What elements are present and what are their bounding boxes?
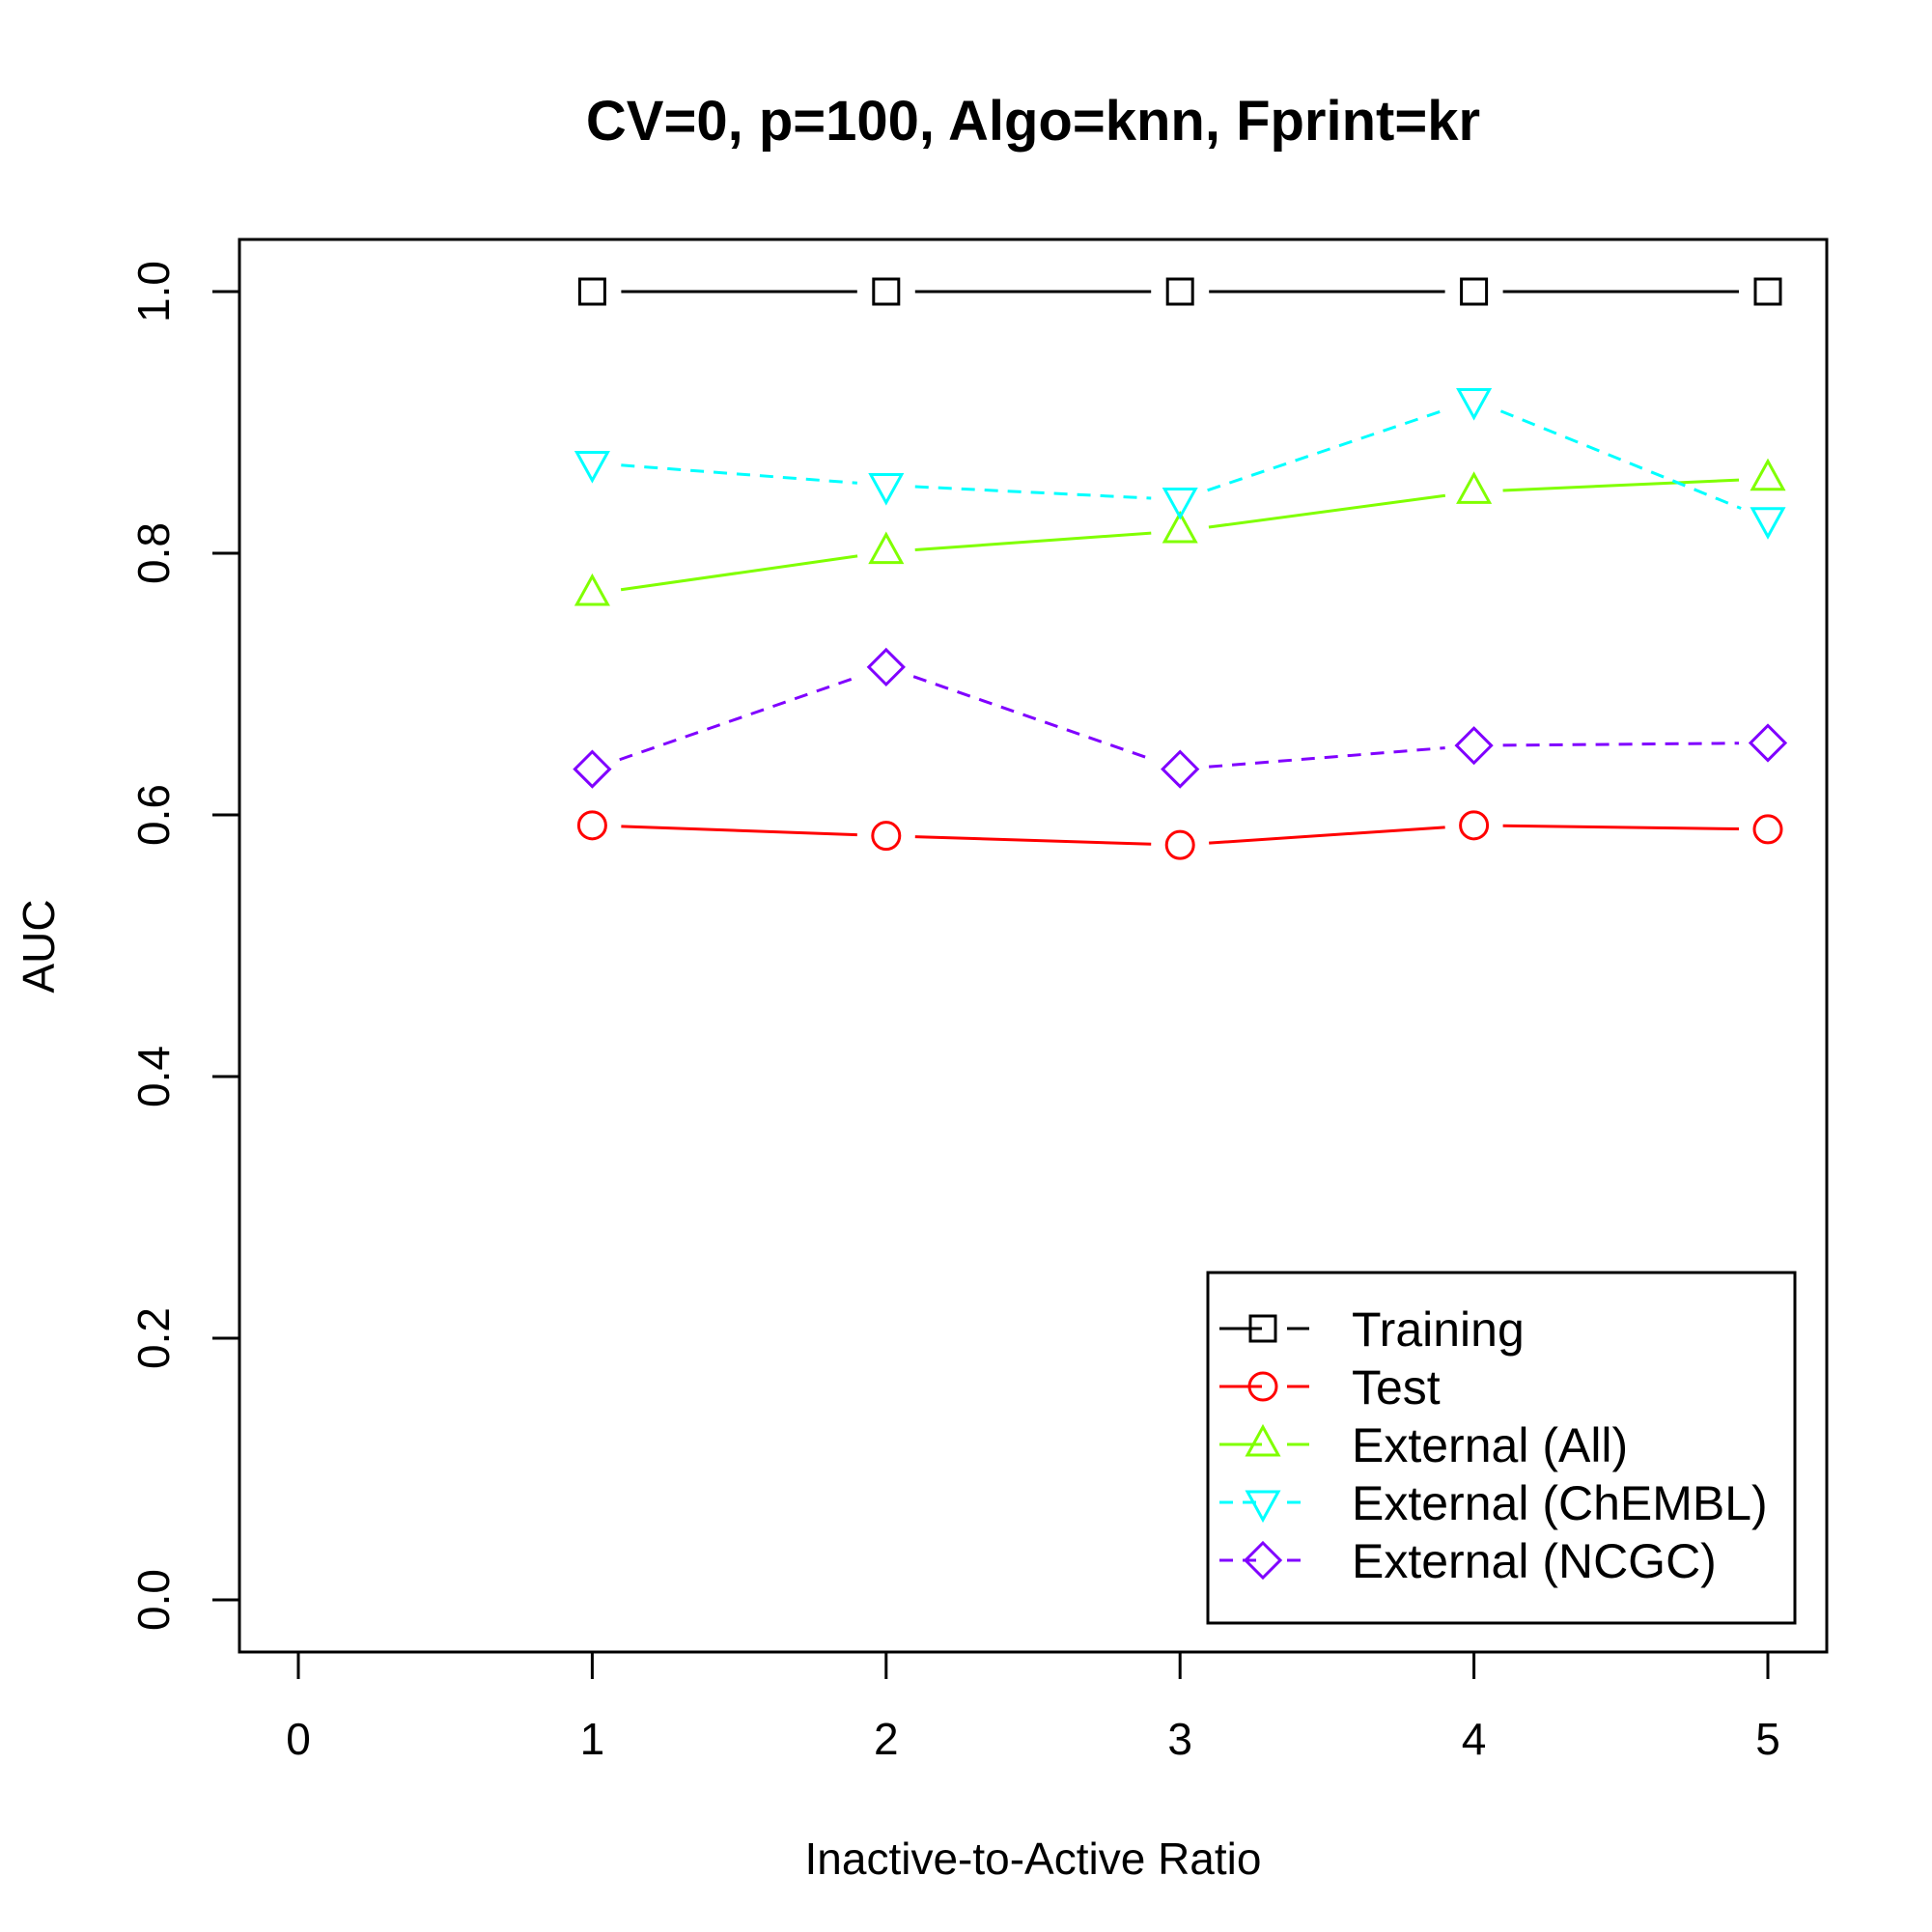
data-point: [1753, 277, 1782, 306]
series-test: [576, 810, 1783, 860]
data-point: [1162, 510, 1198, 544]
legend-label: Test: [1352, 1360, 1441, 1414]
y-tick-label: 1.0: [128, 261, 179, 322]
data-point: [1750, 458, 1786, 491]
data-point: [1748, 723, 1788, 763]
series-segment: [914, 485, 1152, 500]
legend-label: External (NCGC): [1352, 1534, 1717, 1588]
series-segment: [1207, 407, 1447, 492]
data-point: [1162, 487, 1198, 520]
series-layer: [573, 277, 1788, 860]
series-segment: [1209, 826, 1445, 845]
legend-label: External (ChEMBL): [1352, 1476, 1768, 1530]
data-point: [868, 473, 905, 506]
series-segment: [1208, 746, 1445, 769]
legend-label: Training: [1352, 1302, 1525, 1357]
series-segment: [1208, 493, 1446, 529]
chart-title: CV=0, p=100, Algo=knn, Fprint=kr: [586, 90, 1480, 153]
x-tick-label: 5: [1755, 1714, 1780, 1764]
data-point: [1165, 277, 1194, 306]
y-tick-label: 0.0: [128, 1569, 179, 1631]
series-training: [577, 277, 1782, 306]
y-axis: 0.0 0.2 0.4 0.6 0.8 1.0: [128, 261, 241, 1631]
data-point: [1161, 749, 1200, 789]
legend-marker-icon: [1245, 1490, 1281, 1524]
series-segment: [914, 835, 1152, 846]
data-point: [872, 277, 901, 306]
legend-marker-icon: [1248, 1314, 1277, 1343]
y-tick-label: 0.2: [128, 1307, 179, 1369]
y-tick-label: 0.8: [128, 522, 179, 584]
x-tick-label: 4: [1462, 1714, 1487, 1764]
legend-marker-icon: [1247, 1371, 1278, 1402]
x-axis-label: Inactive-to-Active Ratio: [805, 1834, 1262, 1884]
x-tick-label: 1: [580, 1714, 605, 1764]
series-external-all: [574, 458, 1786, 606]
series-external-ncgc: [573, 647, 1788, 789]
data-point: [1460, 277, 1489, 306]
series-segment: [912, 675, 1154, 762]
data-point: [574, 573, 610, 606]
data-point: [577, 277, 606, 306]
legend-item-training: Training: [1219, 1302, 1525, 1357]
data-point: [1459, 810, 1490, 841]
series-segment: [1502, 478, 1740, 492]
data-point: [1164, 829, 1195, 860]
series-segment: [914, 531, 1152, 552]
series-segment: [621, 825, 857, 837]
data-point: [1456, 387, 1493, 421]
data-point: [1750, 507, 1786, 540]
data-point: [871, 821, 902, 852]
x-tick-label: 0: [286, 1714, 311, 1764]
data-point: [868, 531, 905, 565]
legend-item-external-chembl: External (ChEMBL): [1219, 1476, 1768, 1530]
legend-marker-icon: [1243, 1540, 1283, 1581]
series-segment: [620, 554, 858, 592]
legend-box: [1206, 1271, 1797, 1625]
x-axis: 0 1 2 3 4 5: [286, 1650, 1780, 1764]
series-segment: [1502, 742, 1740, 747]
y-axis-label: AUC: [14, 899, 64, 993]
series-segment: [1499, 409, 1742, 510]
series-segment: [621, 463, 857, 485]
series-external-chembl: [574, 387, 1786, 540]
data-point: [1454, 726, 1494, 766]
data-point: [1456, 471, 1493, 504]
data-point: [1752, 814, 1783, 845]
series-segment: [1502, 824, 1740, 831]
legend-label: External (All): [1352, 1418, 1628, 1472]
x-tick-label: 3: [1167, 1714, 1192, 1764]
legend-item-external-ncgc: External (NCGC): [1219, 1534, 1717, 1588]
data-point: [574, 451, 610, 484]
y-tick-label: 0.4: [128, 1046, 179, 1107]
data-point: [573, 749, 612, 789]
data-point: [576, 810, 607, 841]
legend-item-external-all: External (All): [1219, 1418, 1628, 1472]
series-segment: [619, 675, 859, 762]
x-tick-label: 2: [874, 1714, 899, 1764]
legend-marker-icon: [1245, 1423, 1281, 1457]
legend-item-test: Test: [1219, 1360, 1441, 1414]
y-tick-label: 0.6: [128, 784, 179, 846]
data-point: [866, 647, 906, 687]
